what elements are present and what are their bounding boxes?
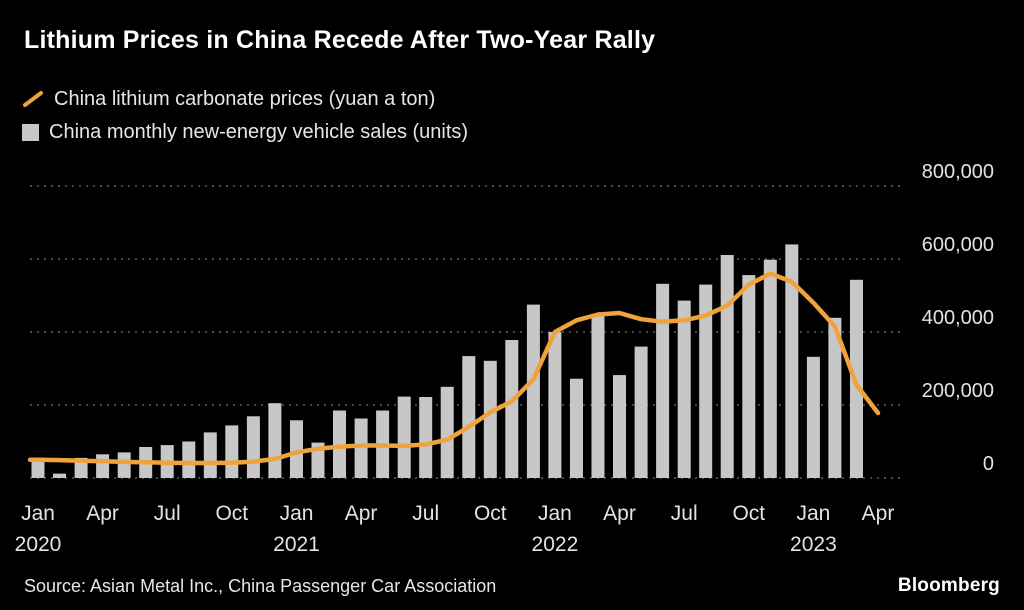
nev-sales-bar [526,304,540,478]
x-axis-year-label: 2020 [15,533,62,556]
nev-sales-bar [31,461,45,478]
x-axis-month-label: Jan [538,502,572,525]
nev-sales-bar [548,332,562,478]
nev-sales-bar [462,356,476,478]
nev-sales-bar [634,346,648,478]
nev-sales-bar [720,255,734,478]
nev-sales-bar [613,375,626,478]
lithium-price-line [27,271,881,466]
y-axis-label: 0 [983,453,994,475]
y-axis-label: 800,000 [922,161,994,183]
nev-sales-bar [354,418,368,478]
nev-sales-bar [117,452,131,478]
nev-sales-bar [806,356,820,478]
x-axis-month-label: Jan [796,502,830,525]
nev-sales-bar [785,244,799,478]
source-text: Source: Asian Metal Inc., China Passenge… [24,576,497,596]
nev-sales-bar [225,425,239,478]
nev-sales-bar [828,317,842,478]
legend-label-prices: China lithium carbonate prices (yuan a t… [54,88,436,110]
x-axis-month-label: Jul [412,502,439,525]
nev-sales-bar [182,441,196,478]
bar-swatch-icon [22,123,39,141]
nev-sales-bar [53,473,66,478]
x-axis-month-label: Oct [474,502,507,525]
x-axis-year-label: 2022 [532,533,579,556]
x-axis-month-label: Oct [215,502,248,525]
nev-sales-bar [397,396,411,478]
nev-sales-bar [268,403,282,478]
nev-sales-bar [203,432,217,478]
nev-sales-bar [96,454,110,478]
x-axis-month-label: Jan [21,502,55,525]
nev-sales-bar [333,410,346,478]
nev-sales-bar [656,283,670,478]
nev-sales-bar [763,259,777,478]
x-axis-month-label: Apr [862,502,895,525]
legend-label-sales: China monthly new-energy vehicle sales (… [49,121,469,143]
nev-sales-bar [677,300,691,478]
nev-sales-bar [570,378,583,478]
legend: China lithium carbonate prices (yuan a t… [22,88,468,143]
legend-item-sales: China monthly new-energy vehicle sales (… [22,121,468,143]
y-axis-label: 600,000 [922,234,994,256]
bloomberg-logo: Bloomberg [897,575,1000,596]
nev-sales-bar [591,315,605,478]
nev-sales-bar [483,360,497,478]
legend-item-prices: China lithium carbonate prices (yuan a t… [22,88,468,110]
y-axis-label: 200,000 [922,380,994,402]
nev-sales-bar [505,340,519,478]
nev-sales-bar [246,416,260,478]
chart-title: Lithium Prices in China Recede After Two… [24,26,656,54]
y-axis-label: 400,000 [922,307,994,329]
nev-sales-bar [742,275,756,478]
x-axis-month-label: Apr [603,502,636,525]
nev-sales-bar [290,420,303,478]
nev-sales-bar [419,397,433,478]
x-axis-month-label: Jul [671,502,698,525]
x-axis-month-label: Jul [154,502,181,525]
x-axis-month-label: Apr [345,502,378,525]
nev-sales-bar [699,284,713,478]
line-swatch-icon [23,91,43,107]
x-axis-month-label: Apr [86,502,119,525]
nev-sales-bar [440,386,454,479]
x-axis-year-label: 2023 [790,533,837,556]
x-axis-year-label: 2021 [273,533,320,556]
x-axis-month-label: Oct [732,502,765,525]
x-axis-month-label: Jan [280,502,314,525]
